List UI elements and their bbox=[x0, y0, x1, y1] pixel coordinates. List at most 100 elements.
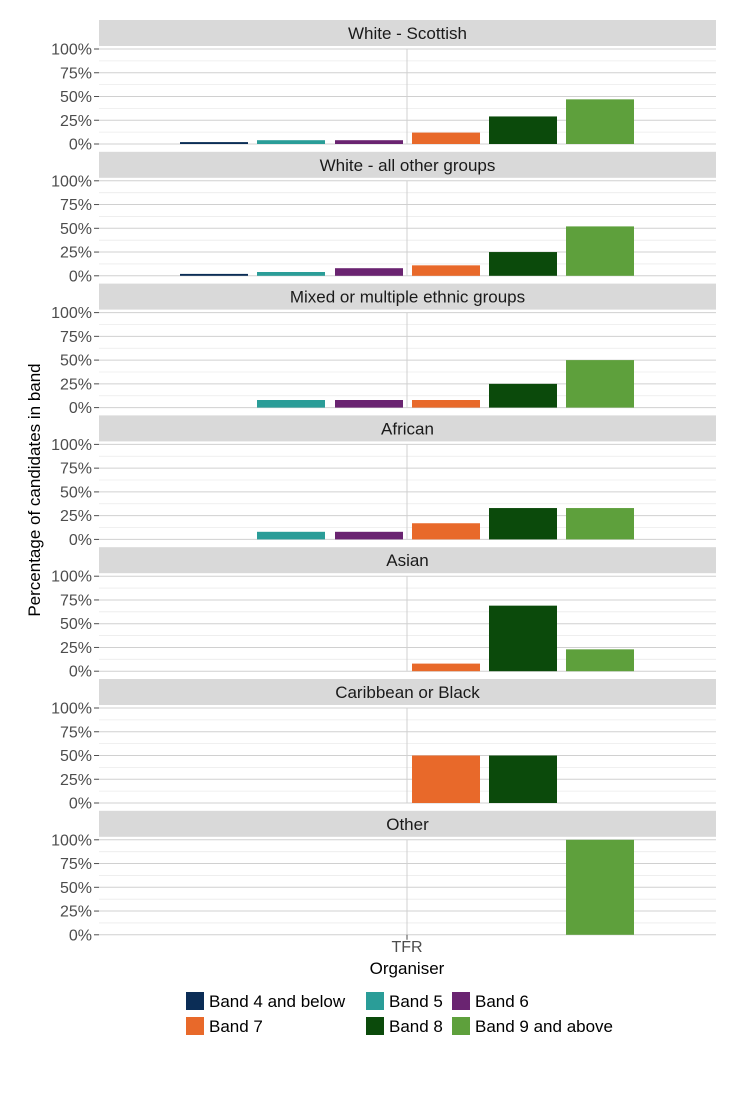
bar bbox=[489, 383, 557, 408]
y-tick-label: 100% bbox=[51, 173, 92, 190]
facet-strip bbox=[99, 283, 716, 310]
y-tick-label: 75% bbox=[60, 197, 92, 214]
y-tick-label: 25% bbox=[60, 904, 92, 921]
bar bbox=[489, 116, 557, 144]
y-tick-label: 0% bbox=[69, 137, 92, 154]
legend-swatch bbox=[186, 992, 204, 1010]
y-tick-label: 50% bbox=[60, 484, 92, 501]
facet-strip bbox=[99, 151, 716, 178]
bar bbox=[412, 523, 480, 540]
facet-panels: White - Scottish 0% 25% 50% 75% 100% White - a… bbox=[51, 20, 716, 944]
y-tick-label: 50% bbox=[60, 353, 92, 370]
bar bbox=[489, 605, 557, 672]
legend-swatch bbox=[452, 1017, 470, 1035]
y-tick-label: 0% bbox=[69, 400, 92, 417]
y-axis-title: Percentage of candidates in band bbox=[25, 363, 44, 616]
y-tick-label: 25% bbox=[60, 772, 92, 789]
legend-item: Band 5 bbox=[366, 992, 443, 1011]
legend-swatch bbox=[452, 992, 470, 1010]
facet-strip bbox=[99, 415, 716, 442]
bar bbox=[257, 400, 325, 408]
y-tick-label: 25% bbox=[60, 113, 92, 130]
y-tick-label: 25% bbox=[60, 376, 92, 393]
legend-label: Band 8 bbox=[389, 1017, 443, 1036]
y-tick-label: 100% bbox=[51, 305, 92, 322]
bar bbox=[335, 400, 403, 408]
bar bbox=[489, 252, 557, 276]
facet-panel: Mixed or multiple ethnic groups 0% 25% 50% 7… bbox=[51, 283, 716, 417]
facet-panel: Other 0% 25% 50% 75% 100% bbox=[51, 810, 716, 944]
bar bbox=[180, 142, 248, 144]
y-tick-label: 0% bbox=[69, 927, 92, 944]
bar bbox=[566, 226, 634, 276]
bar bbox=[412, 400, 480, 408]
bar bbox=[335, 531, 403, 540]
y-tick-label: 0% bbox=[69, 664, 92, 681]
bar bbox=[489, 755, 557, 803]
facet-strip bbox=[99, 547, 716, 574]
facet-title: African bbox=[381, 419, 434, 438]
legend-label: Band 5 bbox=[389, 992, 443, 1011]
x-axis-title: Organiser bbox=[370, 959, 445, 978]
bar bbox=[257, 272, 325, 276]
bar bbox=[566, 99, 634, 144]
y-tick-label: 75% bbox=[60, 461, 92, 478]
y-tick-label: 50% bbox=[60, 616, 92, 633]
x-tick-label: TFR bbox=[391, 939, 422, 956]
legend-item: Band 9 and above bbox=[452, 1017, 613, 1036]
bar bbox=[489, 508, 557, 540]
y-tick-label: 100% bbox=[51, 701, 92, 718]
bar bbox=[566, 508, 634, 540]
y-tick-label: 25% bbox=[60, 245, 92, 262]
facet-panel: Asian 0% 25% 50% 75% 100% bbox=[51, 547, 716, 681]
y-tick-label: 0% bbox=[69, 268, 92, 285]
bar bbox=[335, 140, 403, 144]
legend-label: Band 9 and above bbox=[475, 1017, 613, 1036]
x-axis: TFR Organiser bbox=[370, 939, 445, 978]
facet-title: Asian bbox=[386, 551, 429, 570]
y-tick-label: 0% bbox=[69, 796, 92, 813]
legend-label: Band 7 bbox=[209, 1017, 263, 1036]
facet-title: White - Scottish bbox=[348, 24, 467, 43]
facet-title: Caribbean or Black bbox=[335, 683, 480, 702]
bar bbox=[412, 132, 480, 144]
y-tick-label: 75% bbox=[60, 65, 92, 82]
y-tick-label: 50% bbox=[60, 880, 92, 897]
y-tick-label: 25% bbox=[60, 508, 92, 525]
facet-title: Mixed or multiple ethnic groups bbox=[290, 288, 525, 307]
y-tick-label: 100% bbox=[51, 42, 92, 59]
y-tick-label: 75% bbox=[60, 724, 92, 741]
legend-item: Band 7 bbox=[186, 1017, 263, 1036]
facet-panel: Caribbean or Black 0% 25% 50% 75% 100% bbox=[51, 679, 716, 813]
bar bbox=[566, 649, 634, 672]
legend: Band 4 and below Band 5 Band 6 Band 7 Band 8… bbox=[186, 992, 613, 1036]
facet-strip bbox=[99, 20, 716, 46]
bar bbox=[335, 268, 403, 276]
legend-item: Band 8 bbox=[366, 1017, 443, 1036]
legend-label: Band 4 and below bbox=[209, 992, 346, 1011]
y-tick-label: 0% bbox=[69, 532, 92, 549]
facet-title: Other bbox=[386, 815, 429, 834]
y-tick-label: 50% bbox=[60, 221, 92, 238]
y-tick-label: 75% bbox=[60, 329, 92, 346]
legend-item: Band 6 bbox=[452, 992, 529, 1011]
legend-item: Band 4 and below bbox=[186, 992, 346, 1011]
legend-label: Band 6 bbox=[475, 992, 529, 1011]
facet-strip bbox=[99, 810, 716, 837]
bar bbox=[180, 273, 248, 276]
y-tick-label: 25% bbox=[60, 640, 92, 657]
bar bbox=[566, 839, 634, 935]
facet-title: White - all other groups bbox=[320, 156, 496, 175]
bar bbox=[257, 140, 325, 144]
bar bbox=[412, 755, 480, 803]
bar bbox=[412, 663, 480, 672]
bar bbox=[257, 531, 325, 540]
y-tick-label: 75% bbox=[60, 592, 92, 609]
y-tick-label: 100% bbox=[51, 569, 92, 586]
legend-swatch bbox=[366, 1017, 384, 1035]
y-tick-label: 50% bbox=[60, 89, 92, 106]
y-tick-label: 50% bbox=[60, 748, 92, 765]
legend-swatch bbox=[366, 992, 384, 1010]
bar bbox=[412, 265, 480, 276]
